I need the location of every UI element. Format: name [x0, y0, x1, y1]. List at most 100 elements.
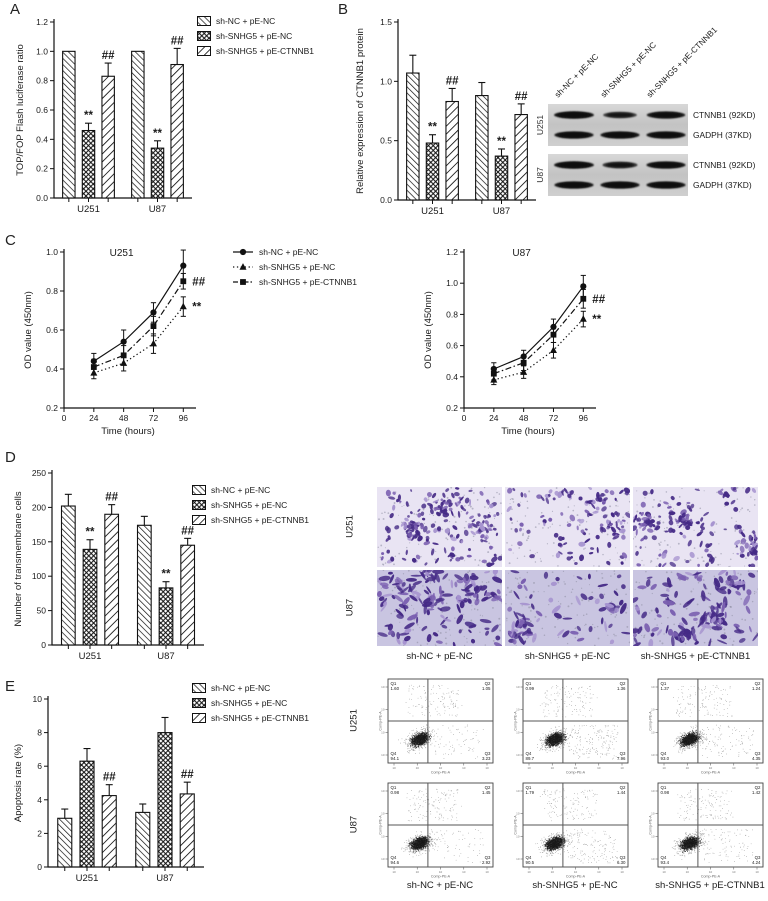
- svg-text:2: 2: [37, 828, 42, 838]
- svg-text:72: 72: [149, 413, 159, 423]
- svg-text:0.8: 0.8: [446, 309, 458, 319]
- svg-text:93.0: 93.0: [661, 756, 670, 761]
- transwell-micrograph: [633, 487, 758, 567]
- transmembrane-bar-chart: 0 50 100 150 200 250 Number of transmembrane c…: [13, 468, 204, 662]
- svg-text:94.1: 94.1: [391, 756, 400, 761]
- legend-label: sh-NC + pE-NC: [259, 247, 319, 257]
- svg-text:0.98: 0.98: [661, 790, 670, 795]
- svg-text:CTNNB1 (92KD): CTNNB1 (92KD): [693, 160, 756, 170]
- hatch-swatch-icon: [197, 31, 211, 41]
- svg-text:Q2: Q2: [755, 785, 761, 790]
- svg-text:7.96: 7.96: [617, 756, 626, 761]
- svg-text:10: 10: [620, 870, 624, 874]
- legend-item: sh-NC + pE-NC: [232, 247, 357, 257]
- svg-text:50: 50: [37, 606, 47, 616]
- legend-item: sh-SNHG5 + pE-CTNNB1: [192, 713, 309, 723]
- svg-text:96: 96: [579, 413, 589, 423]
- svg-text:Q1: Q1: [526, 681, 532, 686]
- svg-text:0.5: 0.5: [380, 136, 392, 146]
- flow-col-caption: sh-SNHG5 + pE-CTNNB1: [655, 880, 765, 891]
- svg-text:1.5: 1.5: [380, 17, 392, 27]
- flow-row-label: U251: [348, 709, 360, 732]
- svg-text:10: 10: [381, 730, 385, 734]
- svg-text:U251: U251: [110, 248, 134, 259]
- transwell-micrograph: [377, 487, 502, 567]
- svg-text:10: 10: [651, 685, 655, 689]
- panel-d: D 0 50 100 150 200 250 Number of transmembrane…: [0, 445, 768, 675]
- svg-text:2.92: 2.92: [482, 860, 491, 865]
- legend-item: sh-NC + pE-NC: [192, 485, 309, 495]
- svg-text:1.60: 1.60: [391, 686, 400, 691]
- svg-text:Comp-PE-A: Comp-PE-A: [431, 771, 451, 775]
- panel-e-legend: sh-NC + pE-NC sh-SNHG5 + pE-NC sh-SNHG5 + …: [192, 683, 309, 723]
- panel-c: C 0.2 0.4 0.6 0.8 1.0 0 24 48 72 96 Time (hours) OD…: [0, 230, 768, 445]
- svg-text:24: 24: [89, 413, 99, 423]
- svg-text:Q1: Q1: [391, 785, 397, 790]
- svg-text:10: 10: [392, 870, 396, 874]
- svg-text:**: **: [497, 136, 506, 148]
- panel-a: A 0.0 0.2 0.4 0.6 0.8 1.0 1.2 TOP/FOP Flash luc…: [0, 0, 330, 230]
- legend-label: sh-NC + pE-NC: [211, 485, 271, 495]
- svg-text:8: 8: [37, 728, 42, 738]
- svg-text:Comp-PE-A: Comp-PE-A: [701, 875, 721, 879]
- svg-text:10: 10: [651, 834, 655, 838]
- hatch-swatch-icon: [192, 500, 206, 510]
- topfop-bar-chart: 0.0 0.2 0.4 0.6 0.8 1.0 1.2 TOP/FOP Flash lucif…: [15, 17, 192, 215]
- hatch-swatch-icon: [192, 515, 206, 525]
- flow-cytometry-grid: U251 U87 Q1 1.60 Q2 1.05 Q3 3.23 Q4 94.1 10 10 10 10 1…: [338, 676, 768, 900]
- svg-text:1.2: 1.2: [446, 247, 458, 257]
- svg-text:10: 10: [392, 766, 396, 770]
- svg-text:**: **: [428, 122, 437, 134]
- svg-text:24: 24: [489, 413, 499, 423]
- legend-label: sh-SNHG5 + pE-NC: [211, 698, 288, 708]
- hatch-swatch-icon: [192, 698, 206, 708]
- svg-text:Q1: Q1: [391, 681, 397, 686]
- svg-text:10: 10: [597, 870, 601, 874]
- transwell-micrograph: [633, 570, 758, 646]
- svg-text:U251: U251: [79, 651, 102, 662]
- svg-text:##: ##: [181, 525, 194, 537]
- u87-growth-line-chart: 0.2 0.4 0.6 0.8 1.0 1.2 0 24 48 72 96 Time (hours) O…: [423, 247, 606, 437]
- svg-text:Q3: Q3: [485, 855, 491, 860]
- panel-b-letter: B: [338, 1, 349, 18]
- svg-text:Comp-PE-A: Comp-PE-A: [649, 815, 653, 835]
- svg-text:10: 10: [439, 766, 443, 770]
- panel-c-legend: sh-NC + pE-NC sh-SNHG5 + pE-NC sh-SNHG5 + …: [232, 247, 357, 287]
- svg-text:1.42: 1.42: [752, 790, 761, 795]
- svg-text:10: 10: [551, 870, 555, 874]
- svg-text:OD value (450nm): OD value (450nm): [23, 291, 34, 369]
- legend-item: sh-SNHG5 + pE-NC: [192, 500, 309, 510]
- svg-text:Comp-PE-A: Comp-PE-A: [514, 711, 518, 731]
- svg-text:Q2: Q2: [485, 785, 491, 790]
- svg-text:Relative expression of CTNNB1: Relative expression of CTNNB1 protein: [355, 28, 366, 194]
- svg-text:0.4: 0.4: [46, 364, 58, 374]
- panel-e: E 0 2 4 6 8 10 Apoptosis rate (%) U251 ## U87 ## s…: [0, 675, 768, 901]
- svg-text:1.05: 1.05: [482, 686, 491, 691]
- svg-text:U87: U87: [149, 204, 166, 215]
- legend-label: sh-SNHG5 + pE-CTNNB1: [211, 515, 310, 525]
- marker-swatch-icon: [233, 248, 253, 256]
- svg-text:Q2: Q2: [485, 681, 491, 686]
- svg-text:4: 4: [37, 795, 42, 805]
- svg-text:Q2: Q2: [620, 785, 626, 790]
- svg-text:10: 10: [439, 870, 443, 874]
- svg-text:1.2: 1.2: [36, 17, 48, 27]
- svg-text:TOP/FOP Flash luciferase ratio: TOP/FOP Flash luciferase ratio: [15, 44, 26, 176]
- marker-swatch-icon: [233, 279, 253, 285]
- transwell-row-label: U251: [344, 515, 356, 538]
- svg-text:10: 10: [574, 766, 578, 770]
- svg-text:10: 10: [381, 708, 385, 712]
- svg-text:4.35: 4.35: [752, 756, 761, 761]
- legend-label: sh-SNHG5 + pE-NC: [211, 500, 288, 510]
- panel-c-letter: C: [5, 232, 16, 249]
- svg-text:100: 100: [32, 571, 46, 581]
- svg-text:0.4: 0.4: [36, 134, 48, 144]
- svg-text:1.0: 1.0: [380, 76, 392, 86]
- svg-text:U251: U251: [535, 115, 545, 136]
- svg-text:U87: U87: [493, 206, 510, 217]
